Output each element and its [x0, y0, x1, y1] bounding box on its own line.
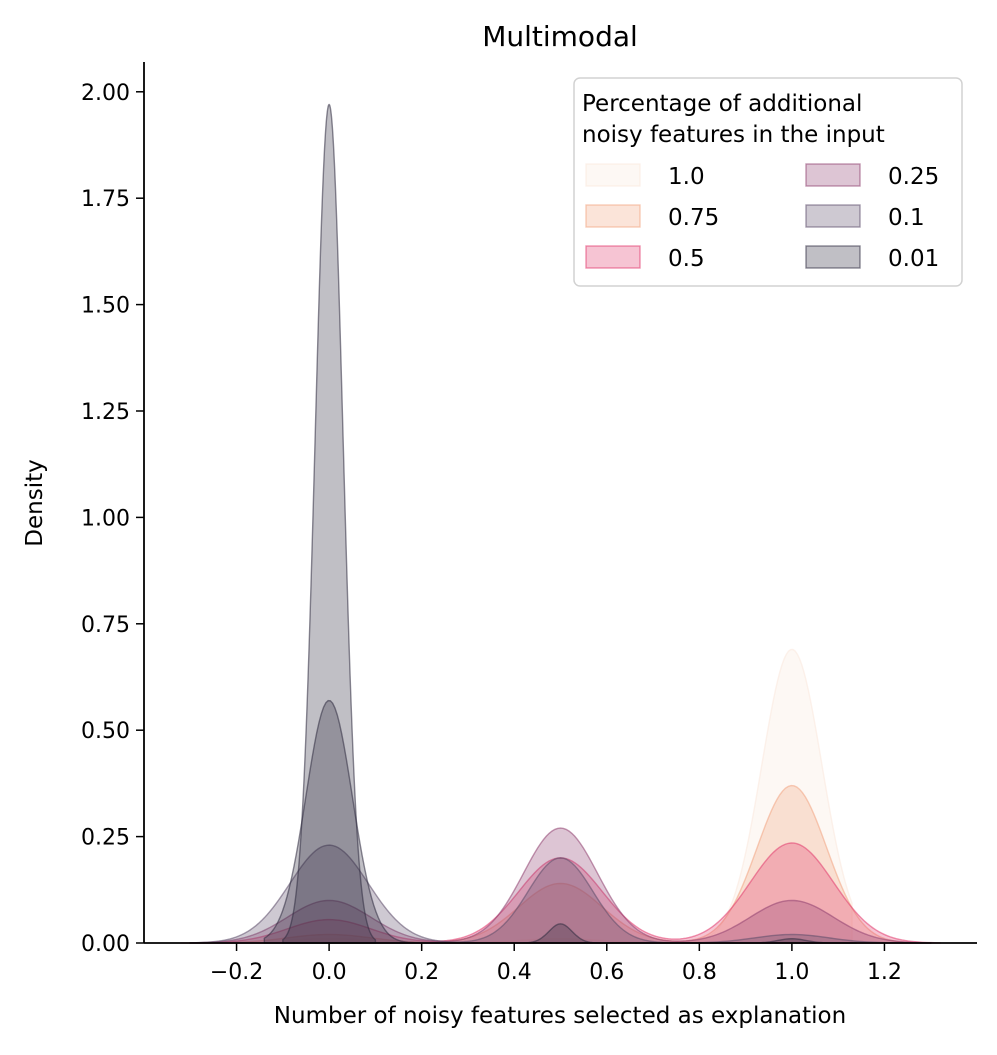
legend-entry-label: 0.25 [888, 164, 939, 190]
density-area-1-0 [282, 648, 853, 944]
y-tick-label: 2.00 [81, 81, 130, 106]
legend-entry-label: 0.5 [668, 246, 705, 272]
density-area-0-01-sharp-peak [282, 103, 377, 944]
legend-swatch [585, 163, 641, 187]
y-tick-label: 1.75 [81, 187, 130, 212]
legend-entry-label: 0.01 [888, 246, 939, 272]
density-area-0-1 [189, 844, 932, 944]
y-tick-label: 1.00 [81, 506, 130, 531]
legend-entry-label: 0.1 [888, 205, 925, 231]
density-area-0-75 [189, 784, 932, 944]
x-tick-label: 0.8 [682, 960, 717, 985]
x-tick-label: −0.2 [210, 960, 263, 985]
y-axis-ticks: 0.00 0.25 0.50 0.75 1.00 1.25 1.50 1.75 2.00 [81, 81, 144, 957]
legend-entry-label: 0.75 [668, 205, 719, 231]
legend: Percentage of additional noisy features … [573, 77, 963, 287]
legend-frame [573, 77, 963, 287]
x-tick-label: 1.0 [774, 960, 809, 985]
density-area-0-25 [189, 827, 932, 944]
x-axis-ticks: −0.2 0.0 0.2 0.4 0.6 0.8 1.0 1.2 [210, 943, 902, 985]
legend-swatch [585, 204, 641, 228]
legend-entries: 1.0 0.75 0.5 0.25 0.1 0.01 [585, 163, 939, 272]
legend-swatch [805, 163, 861, 187]
legend-swatch [805, 204, 861, 228]
legend-title-line-1: Percentage of additional [582, 91, 862, 117]
y-axis-label: Density [22, 459, 48, 546]
legend-swatch [805, 245, 861, 269]
x-tick-label: 0.2 [404, 960, 439, 985]
x-tick-label: 0.0 [312, 960, 347, 985]
legend-swatch [585, 245, 641, 269]
x-tick-label: 0.6 [589, 960, 624, 985]
legend-entry-label: 1.0 [668, 164, 705, 190]
x-tick-label: 1.2 [867, 960, 902, 985]
y-tick-label: 0.50 [81, 719, 130, 744]
y-tick-label: 1.25 [81, 400, 130, 425]
density-series-layer [180, 103, 941, 944]
legend-title-line-2: noisy features in the input [582, 122, 885, 148]
chart-title: Multimodal [482, 20, 638, 53]
x-tick-label: 0.4 [497, 960, 532, 985]
y-tick-label: 0.00 [81, 932, 130, 957]
x-axis-label: Number of noisy features selected as exp… [274, 1003, 846, 1029]
y-tick-label: 1.50 [81, 294, 130, 319]
y-tick-label: 0.75 [81, 613, 130, 638]
y-tick-label: 0.25 [81, 826, 130, 851]
